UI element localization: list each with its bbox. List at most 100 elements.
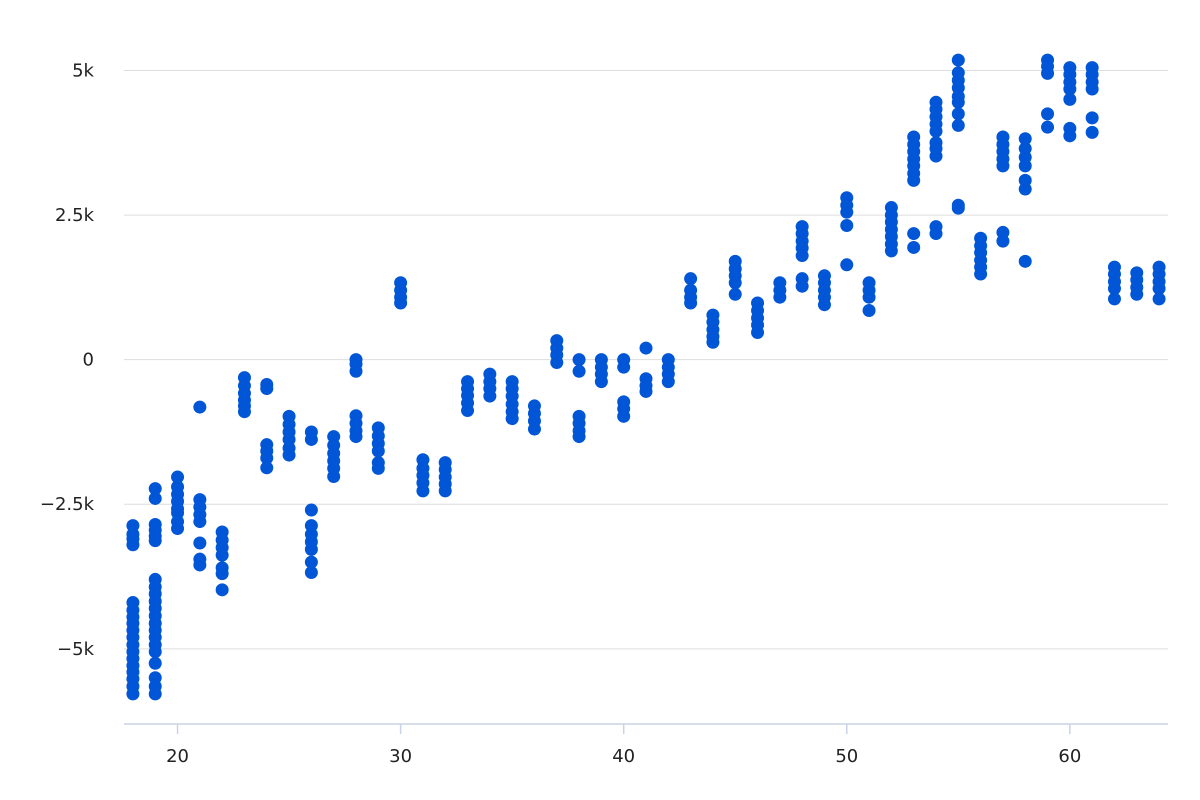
data-point — [282, 448, 296, 462]
y-tick-label: −5k — [57, 639, 95, 660]
data-point — [438, 484, 452, 498]
data-point — [148, 534, 162, 548]
data-point — [349, 430, 363, 444]
data-point — [1041, 66, 1055, 80]
data-point — [304, 555, 318, 569]
data-point — [795, 279, 809, 293]
data-point — [684, 296, 698, 310]
data-point — [907, 173, 921, 187]
data-point — [1152, 292, 1166, 306]
data-point — [394, 296, 408, 310]
data-point — [327, 469, 341, 483]
data-point — [951, 201, 965, 215]
data-point — [1041, 107, 1055, 121]
data-point — [594, 375, 608, 389]
data-point — [1018, 132, 1032, 146]
data-point — [751, 325, 765, 339]
data-point — [215, 583, 229, 597]
data-point — [260, 461, 274, 475]
data-point — [304, 503, 318, 517]
data-point — [527, 422, 541, 436]
data-point — [996, 159, 1010, 173]
data-point — [1018, 159, 1032, 173]
data-point — [728, 287, 742, 301]
data-point — [260, 451, 274, 465]
y-tick-label: 0 — [83, 350, 94, 371]
data-point — [304, 542, 318, 556]
data-point — [661, 375, 675, 389]
data-point — [215, 567, 229, 581]
data-point — [304, 432, 318, 446]
x-tick-label: 30 — [389, 746, 412, 767]
data-point — [1063, 92, 1077, 106]
data-point — [1130, 287, 1144, 301]
data-point — [862, 290, 876, 304]
data-point — [572, 430, 586, 444]
data-point — [1018, 182, 1032, 196]
x-tick-label: 60 — [1058, 746, 1081, 767]
data-point — [907, 240, 921, 254]
data-point — [148, 656, 162, 670]
data-point — [951, 53, 965, 67]
data-point — [237, 405, 251, 419]
data-points — [126, 53, 1166, 701]
data-point — [1152, 282, 1166, 296]
data-point — [1041, 120, 1055, 134]
data-point — [907, 227, 921, 241]
data-point — [148, 687, 162, 701]
data-point — [1063, 129, 1077, 143]
data-point — [951, 95, 965, 109]
data-point — [461, 404, 475, 418]
data-point — [795, 249, 809, 263]
data-point — [416, 484, 430, 498]
data-point — [126, 538, 140, 552]
data-point — [193, 558, 207, 572]
y-tick-label: 5k — [72, 60, 94, 81]
data-point — [929, 149, 943, 163]
data-point — [148, 482, 162, 496]
y-axis-ticks: −5k −2.5k 0 2.5k 5k — [40, 60, 95, 659]
data-point — [639, 384, 653, 398]
data-point — [193, 400, 207, 414]
data-point — [840, 205, 854, 219]
data-point — [1107, 292, 1121, 306]
x-tick-label: 20 — [166, 746, 189, 767]
data-point — [996, 234, 1010, 248]
data-point — [840, 218, 854, 232]
data-point — [817, 298, 831, 312]
data-point — [617, 360, 631, 374]
data-point — [215, 548, 229, 562]
data-point — [371, 461, 385, 475]
data-point — [773, 290, 787, 304]
data-point — [706, 335, 720, 349]
data-point — [929, 227, 943, 241]
data-point — [572, 353, 586, 367]
data-point — [884, 244, 898, 258]
data-point — [929, 124, 943, 138]
data-point — [550, 356, 564, 370]
y-tick-label: −2.5k — [40, 494, 95, 515]
data-point — [148, 491, 162, 505]
data-point — [193, 536, 207, 550]
data-point — [349, 364, 363, 378]
grid-lines — [124, 69, 1168, 650]
data-point — [974, 267, 988, 281]
data-point — [193, 515, 207, 529]
data-point — [260, 382, 274, 396]
data-point — [126, 687, 140, 701]
data-point — [1085, 111, 1099, 125]
data-point — [684, 272, 698, 286]
data-point — [171, 470, 185, 484]
data-point — [1085, 82, 1099, 96]
data-point — [862, 303, 876, 317]
data-point — [1018, 254, 1032, 268]
data-point — [639, 341, 653, 355]
data-point — [1063, 82, 1077, 96]
data-point — [951, 118, 965, 132]
data-point — [617, 409, 631, 423]
x-tick-label: 50 — [835, 746, 858, 767]
y-tick-label: 2.5k — [55, 205, 95, 226]
data-point — [1085, 125, 1099, 139]
data-point — [505, 412, 519, 426]
